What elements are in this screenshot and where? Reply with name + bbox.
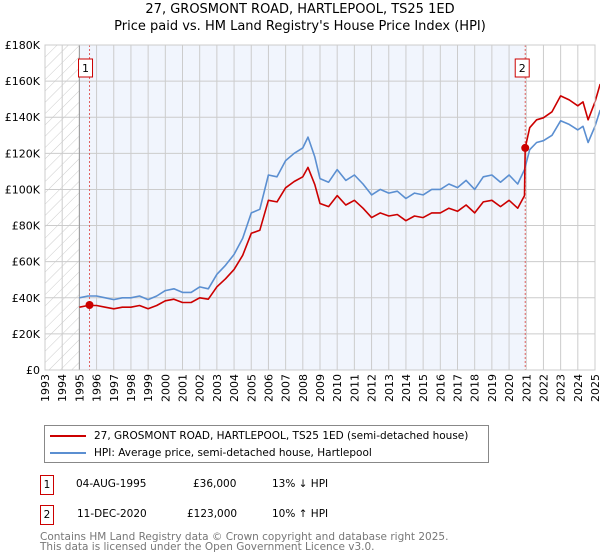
x-tick-label: 2010: [331, 374, 344, 402]
x-tick-label: 2016: [434, 374, 447, 402]
sale-price: £36,000: [193, 478, 237, 490]
x-tick-label: 2025: [589, 374, 600, 402]
x-tick-label: 1995: [73, 374, 86, 402]
sale-date: 04-AUG-1995: [76, 478, 147, 490]
y-tick-label: £20K: [12, 328, 41, 341]
sale-date: 11-DEC-2020: [77, 508, 147, 520]
x-tick-label: 1997: [108, 374, 121, 402]
y-tick-label: £80K: [12, 220, 41, 233]
legend-label-hpi: HPI: Average price, semi-detached house,…: [94, 447, 372, 459]
shaded-ownership-region: [79, 45, 526, 370]
sale-point: [521, 143, 530, 152]
y-tick-label: £60K: [12, 256, 41, 269]
footer-licence: This data is licensed under the Open Gov…: [40, 541, 375, 553]
y-tick-label: £120K: [5, 147, 41, 160]
y-tick-label: £160K: [5, 75, 41, 88]
x-tick-label: 2003: [211, 374, 224, 402]
legend-item-property: 27, GROSMONT ROAD, HARTLEPOOL, TS25 1ED …: [45, 428, 468, 444]
x-tick-label: 2001: [177, 374, 190, 402]
x-tick-label: 2002: [194, 374, 207, 402]
x-tick-label: 2000: [159, 374, 172, 402]
x-tick-label: 2020: [503, 374, 516, 402]
price-chart: 1993 1994 1995 1996 1997 1998 1999 2000 2001 2002…: [5, 39, 600, 402]
footer-copyright: Contains HM Land Registry data © Crown c…: [40, 531, 449, 543]
x-tick-label: 1994: [56, 374, 69, 402]
chart-subtitle: Price paid vs. HM Land Registry's House …: [114, 19, 486, 34]
x-tick-label: 2007: [280, 374, 293, 402]
x-tick-label: 2011: [348, 374, 361, 402]
sale-marker-label: 2: [519, 62, 526, 75]
legend-swatch-blue: [50, 452, 86, 454]
x-tick-label: 2023: [555, 374, 568, 402]
sale-marker-box: [78, 58, 94, 78]
legend-swatch-red: [50, 435, 86, 437]
hpi-line: [79, 109, 600, 301]
x-tick-label: 2009: [314, 374, 327, 402]
sale-hpi-diff: 13% ↓ HPI: [272, 478, 329, 490]
x-tick-label: 2014: [400, 374, 413, 402]
x-tick-label: 2013: [383, 374, 396, 402]
legend-label-property: 27, GROSMONT ROAD, HARTLEPOOL, TS25 1ED …: [94, 430, 469, 442]
y-tick-label: £100K: [5, 183, 41, 196]
chart-title: 27, GROSMONT ROAD, HARTLEPOOL, TS25 1ED: [145, 2, 455, 17]
sale-hpi-diff: 10% ↑ HPI: [272, 508, 329, 520]
x-tick-label: 2008: [297, 374, 310, 402]
chart-legend: 27, GROSMONT ROAD, HARTLEPOOL, TS25 1ED …: [44, 425, 489, 463]
y-tick-label: £140K: [5, 111, 41, 124]
x-tick-label: 2021: [520, 374, 533, 402]
x-tick-label: 2012: [366, 374, 379, 402]
plot-border: [44, 44, 596, 371]
y-tick-label: £40K: [12, 292, 41, 305]
x-tick-label: 1999: [142, 374, 155, 402]
x-tick-label: 1993: [39, 374, 52, 402]
x-tick-label: 1998: [125, 374, 138, 402]
x-tick-label: 2005: [245, 374, 258, 402]
sale-marker-box: [514, 58, 530, 78]
x-tick-label: 2022: [537, 374, 550, 402]
sale-number: 1: [40, 475, 54, 495]
x-tick-label: 2015: [417, 374, 430, 402]
legend-item-hpi: HPI: Average price, semi-detached house,…: [45, 445, 372, 461]
y-tick-label: £180K: [5, 39, 41, 52]
x-tick-label: 2004: [228, 374, 241, 402]
x-tick-label: 2019: [486, 374, 499, 402]
x-tick-label: 1996: [91, 374, 104, 402]
x-tick-label: 2024: [572, 374, 585, 402]
sale-point: [85, 301, 94, 309]
x-tick-label: 2018: [469, 374, 482, 402]
x-tick-label: 2017: [452, 374, 465, 402]
sale-marker-label: 1: [82, 62, 89, 75]
sale-price: £123,000: [187, 508, 238, 520]
sale-number: 2: [40, 505, 54, 525]
x-tick-label: 2006: [262, 374, 275, 402]
y-tick-label: £0: [26, 364, 40, 377]
